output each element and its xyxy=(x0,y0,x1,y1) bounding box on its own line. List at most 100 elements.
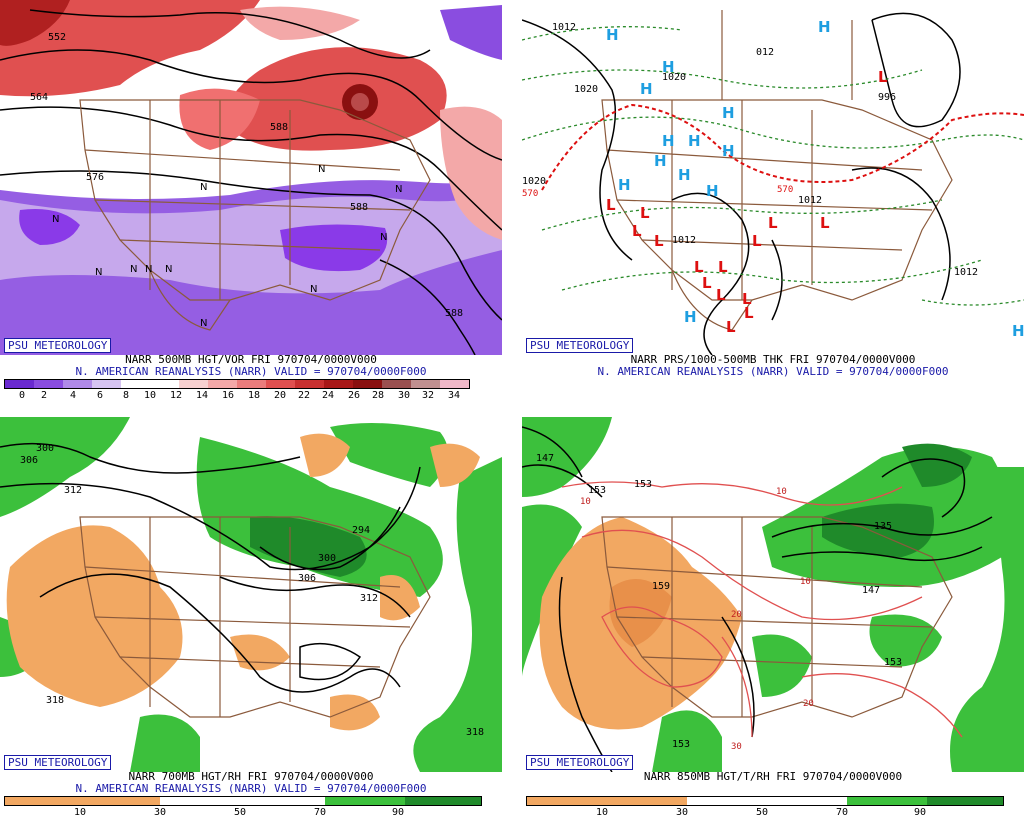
psu-meteorology-brand: PSU METEOROLOGY xyxy=(526,338,634,353)
panel-subtitle: N. AMERICAN REANALYSIS (NARR) VALID = 97… xyxy=(75,365,427,378)
political-borders xyxy=(79,99,431,331)
isobars xyxy=(522,12,961,355)
panel-subtitle: N. AMERICAN REANALYSIS (NARR) VALID = 97… xyxy=(75,782,427,795)
svg-text:N: N xyxy=(52,214,59,225)
svg-text:H: H xyxy=(678,166,691,184)
svg-text:H: H xyxy=(606,26,619,44)
thickness-labels: 570 570 xyxy=(522,185,793,199)
vorticity-light-region xyxy=(0,190,502,294)
svg-text:588: 588 xyxy=(270,122,288,133)
svg-text:147: 147 xyxy=(862,585,880,596)
svg-text:159: 159 xyxy=(652,581,670,592)
svg-text:153: 153 xyxy=(588,485,606,496)
svg-text:H: H xyxy=(818,18,831,36)
svg-text:L: L xyxy=(820,214,830,232)
svg-text:H: H xyxy=(684,308,697,326)
low-pressure-marks: L L L L L L L L L L L L L L L xyxy=(606,68,888,336)
vorticity-positive-region xyxy=(0,0,260,97)
svg-text:L: L xyxy=(654,232,664,250)
svg-text:552: 552 xyxy=(48,32,66,43)
panel-title: NARR 850MB HGT/T/RH FRI 970704/0000V000 xyxy=(643,770,903,783)
svg-text:L: L xyxy=(606,196,616,214)
svg-text:153: 153 xyxy=(634,479,652,490)
svg-text:L: L xyxy=(742,290,752,308)
svg-text:300: 300 xyxy=(36,443,54,454)
svg-text:L: L xyxy=(632,222,642,240)
svg-text:H: H xyxy=(722,142,735,160)
humidity-scale-labels: 10 30 50 70 90 xyxy=(595,807,927,818)
svg-text:588: 588 xyxy=(350,202,368,213)
svg-text:N: N xyxy=(395,184,402,195)
svg-text:1020: 1020 xyxy=(574,84,598,95)
humidity-color-scale xyxy=(526,796,1004,806)
panel-pressure-thickness: 1012 1020 1020 012 996 1012 1012 1012 10… xyxy=(522,0,1024,402)
svg-text:1012: 1012 xyxy=(672,235,696,246)
svg-text:1012: 1012 xyxy=(954,267,978,278)
panel-subtitle: N. AMERICAN REANALYSIS (NARR) VALID = 97… xyxy=(597,365,949,378)
svg-text:1012: 1012 xyxy=(552,22,576,33)
svg-text:570: 570 xyxy=(777,185,793,195)
svg-text:564: 564 xyxy=(30,92,48,103)
svg-text:H: H xyxy=(662,58,675,76)
svg-text:H: H xyxy=(662,132,675,150)
svg-text:153: 153 xyxy=(884,657,902,668)
psu-meteorology-brand: PSU METEOROLOGY xyxy=(4,338,112,353)
svg-text:L: L xyxy=(752,232,762,250)
svg-text:312: 312 xyxy=(360,593,378,604)
svg-text:N: N xyxy=(318,164,325,175)
panel-700mb-humidity: 300 306 312 294 300 306 312 318 318 PSU … xyxy=(0,417,502,819)
high-pressure-marks: H H H H H H H H H H H H H H xyxy=(606,18,1024,340)
svg-text:576: 576 xyxy=(86,172,104,183)
svg-text:1020: 1020 xyxy=(662,72,686,83)
panel-850mb-temperature-humidity: 147 153 153 135 147 153 159 153 10 10 10… xyxy=(522,417,1024,819)
svg-text:L: L xyxy=(768,214,778,232)
temperature-contours xyxy=(561,481,963,738)
svg-text:20: 20 xyxy=(803,699,814,709)
svg-text:10: 10 xyxy=(800,577,811,587)
svg-text:300: 300 xyxy=(318,553,336,564)
height-contours xyxy=(522,426,993,772)
moist-region xyxy=(522,417,612,497)
humidity-scale-labels: 10 30 50 70 90 xyxy=(73,807,405,818)
svg-text:H: H xyxy=(640,80,653,98)
thickness-570-line xyxy=(541,103,1024,191)
svg-text:L: L xyxy=(726,318,736,336)
height-contours xyxy=(0,442,421,693)
svg-text:1020: 1020 xyxy=(522,176,546,187)
height-contours xyxy=(0,9,502,355)
svg-text:N: N xyxy=(95,267,102,278)
svg-text:N: N xyxy=(165,264,172,275)
svg-text:153: 153 xyxy=(672,739,690,750)
svg-text:L: L xyxy=(702,274,712,292)
svg-text:20: 20 xyxy=(731,610,742,620)
svg-text:H: H xyxy=(618,176,631,194)
svg-text:N: N xyxy=(130,264,137,275)
map-850mb-temperature-humidity: 147 153 153 135 147 153 159 153 10 10 10… xyxy=(522,417,1024,772)
humidity-color-scale xyxy=(4,796,482,806)
svg-text:312: 312 xyxy=(64,485,82,496)
svg-text:N: N xyxy=(380,232,387,243)
svg-text:012: 012 xyxy=(756,47,774,58)
panel-500mb-vorticity: 552 564 576 588 588 588 N N N N N N N N … xyxy=(0,0,502,402)
svg-text:318: 318 xyxy=(46,695,64,706)
svg-text:306: 306 xyxy=(298,573,316,584)
svg-text:1012: 1012 xyxy=(798,195,822,206)
svg-text:L: L xyxy=(718,258,728,276)
svg-text:N: N xyxy=(200,318,207,329)
svg-text:135: 135 xyxy=(874,521,892,532)
svg-text:30: 30 xyxy=(731,742,742,752)
svg-text:10: 10 xyxy=(776,487,787,497)
svg-text:L: L xyxy=(744,304,754,322)
map-700mb-humidity: 300 306 312 294 300 306 312 318 318 xyxy=(0,417,502,772)
svg-text:N: N xyxy=(200,182,207,193)
svg-text:588: 588 xyxy=(445,308,463,319)
svg-text:H: H xyxy=(654,152,667,170)
svg-text:L: L xyxy=(878,68,888,86)
map-pressure-thickness: 1012 1020 1020 012 996 1012 1012 1012 10… xyxy=(522,0,1024,355)
psu-meteorology-brand: PSU METEOROLOGY xyxy=(526,755,634,770)
contour-labels: 300 306 312 294 300 306 312 318 318 xyxy=(20,443,484,738)
svg-text:H: H xyxy=(1012,322,1024,340)
svg-text:L: L xyxy=(694,258,704,276)
panel-title: NARR 700MB HGT/RH FRI 970704/0000V000 xyxy=(128,770,374,783)
svg-text:294: 294 xyxy=(352,525,370,536)
